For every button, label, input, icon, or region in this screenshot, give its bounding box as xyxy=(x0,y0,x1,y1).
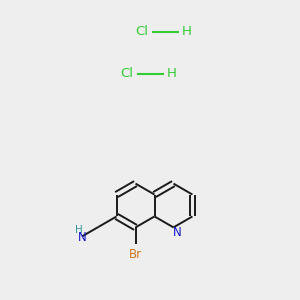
Text: H: H xyxy=(167,67,177,80)
Text: N: N xyxy=(173,226,182,239)
Text: N: N xyxy=(78,231,86,244)
Text: Cl: Cl xyxy=(121,67,134,80)
Text: Br: Br xyxy=(129,248,142,260)
Text: H: H xyxy=(75,225,83,235)
Text: Cl: Cl xyxy=(136,25,148,38)
Text: H: H xyxy=(182,25,192,38)
